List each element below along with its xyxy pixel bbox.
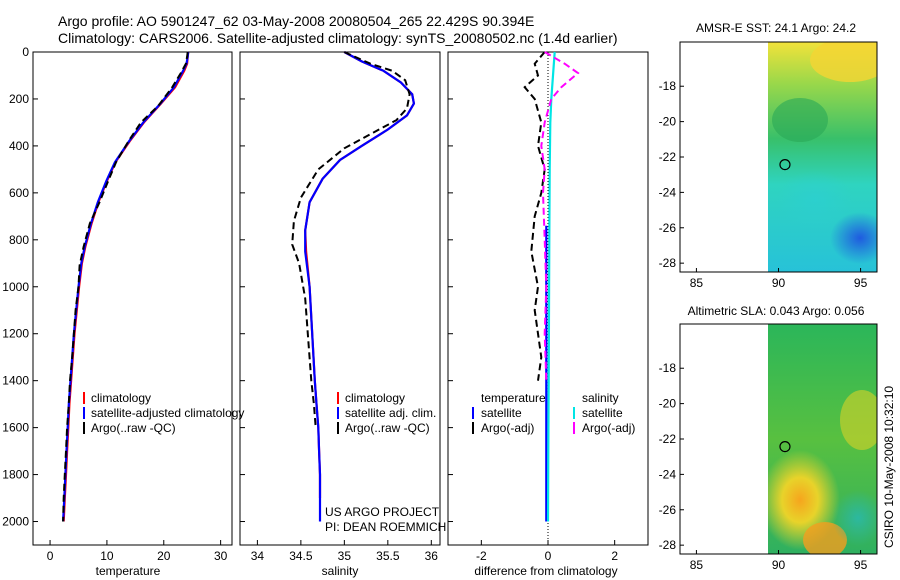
map-x-tick-label: 95 [854, 558, 868, 572]
y-tick-label: 400 [9, 139, 29, 153]
temperature-xlabel: temperature [96, 564, 161, 578]
difference-legend: temperature satellite Argo(-adj) salinit… [472, 391, 635, 435]
map-y-tick-label: -26 [659, 221, 677, 235]
x-tick-label: 0 [47, 549, 54, 563]
legend-label-climatology: climatology [91, 391, 151, 405]
x-tick-label: 35 [338, 549, 352, 563]
legend-heading-salinity: salinity [582, 391, 619, 405]
sst-map-image [768, 42, 877, 272]
y-tick-label: 600 [9, 186, 29, 200]
series-temperature-argo-adj-line [523, 51, 546, 381]
legend-label-satellite: satellite-adjusted climatology [91, 406, 244, 420]
x-tick-label: 36 [425, 549, 439, 563]
sla-map-title: Altimetric SLA: 0.043 Argo: 0.056 [688, 304, 865, 318]
temperature-legend: climatology satellite-adjusted climatolo… [83, 391, 244, 435]
map-y-tick-label: -24 [659, 467, 677, 481]
profile-location-marker [779, 158, 791, 171]
sla-map-image [768, 324, 877, 554]
legend-label-climatology: climatology [345, 391, 405, 405]
figure-title-line1: Argo profile: AO 5901247_62 03-May-2008 … [58, 13, 534, 29]
salinity-legend: climatology satellite adj. clim. Argo(..… [325, 391, 446, 534]
side-timestamp: CSIRO 10-May-2008 10:32:10 [882, 386, 896, 548]
legend-label-argo: Argo(..raw -QC) [345, 421, 430, 435]
difference-plot: -2 0 2 [476, 51, 618, 563]
x-tick-label: 34 [251, 549, 265, 563]
map-y-tick-label: -20 [659, 115, 677, 129]
x-tick-label: 0 [545, 549, 552, 563]
salinity-axes [239, 51, 441, 546]
y-tick-label: 1200 [2, 327, 29, 341]
y-tick-label: 1600 [2, 421, 29, 435]
project-annotation-line1: US ARGO PROJECT [325, 505, 440, 519]
legend-label-sal-satellite: satellite [582, 406, 623, 420]
map-x-tick-label: 85 [690, 276, 704, 290]
map-x-tick-label: 85 [690, 558, 704, 572]
legend-label-argo: Argo(..raw -QC) [91, 421, 176, 435]
series-salinity-argo-adj-line [540, 51, 580, 381]
salinity-xlabel: salinity [322, 564, 359, 578]
series-argo-raw-qc-line [62, 51, 189, 522]
x-tick-label: 34.5 [289, 549, 313, 563]
profile-location-marker [779, 440, 791, 453]
map-y-tick-label: -18 [659, 361, 677, 375]
temperature-plot: 0 10 20 30 [47, 51, 228, 563]
x-tick-label: 10 [100, 549, 114, 563]
temperature-axes [32, 51, 233, 546]
map-y-tick-label: -18 [659, 79, 677, 93]
y-tick-label: 1800 [2, 468, 29, 482]
map-x-tick-label: 95 [854, 276, 868, 290]
map-y-tick-label: -22 [659, 150, 677, 164]
depth-axis: 0 200 400 600 800 1000 1200 1400 1600 1800 2000 [2, 45, 453, 529]
x-tick-label: 35.5 [376, 549, 400, 563]
sla-map-ticks: -18 -20 -22 -24 -26 -28 85 90 95 [659, 361, 868, 572]
x-tick-label: 2 [611, 549, 618, 563]
map-y-tick-label: -20 [659, 397, 677, 411]
map-x-tick-label: 90 [772, 276, 786, 290]
map-y-tick-label: -24 [659, 185, 677, 199]
y-tick-label: 2000 [2, 515, 29, 529]
map-y-tick-label: -22 [659, 432, 677, 446]
legend-label-sal-argo: Argo(-adj) [582, 421, 635, 435]
x-tick-label: -2 [476, 549, 487, 563]
project-annotation-line2: PI: DEAN ROEMMICH [325, 520, 446, 534]
map-x-tick-label: 90 [772, 558, 786, 572]
x-tick-label: 20 [157, 549, 171, 563]
y-tick-label: 1400 [2, 374, 29, 388]
map-y-tick-label: -26 [659, 503, 677, 517]
difference-xlabel: difference from climatology [474, 564, 617, 578]
series-climatology-line [62, 51, 190, 522]
series-salinity-satellite-line [546, 51, 556, 522]
legend-label-temp-argo: Argo(-adj) [481, 421, 534, 435]
series-satellite-adj-clim-line [304, 51, 416, 522]
map-y-tick-label: -28 [659, 538, 677, 552]
x-tick-label: 30 [214, 549, 228, 563]
y-tick-label: 1000 [2, 280, 29, 294]
y-tick-label: 800 [9, 233, 29, 247]
salinity-plot: 34 34.5 35 35.5 36 [251, 51, 439, 563]
figure-title-line2: Climatology: CARS2006. Satellite-adjuste… [58, 30, 618, 46]
legend-label-satellite: satellite adj. clim. [345, 406, 436, 420]
y-tick-label: 0 [22, 45, 29, 59]
sst-map-title: AMSR-E SST: 24.1 Argo: 24.2 [696, 21, 856, 35]
legend-heading-temperature: temperature [481, 391, 546, 405]
legend-label-temp-satellite: satellite [481, 406, 522, 420]
series-argo-raw-qc-line [291, 51, 411, 428]
map-y-tick-label: -28 [659, 256, 677, 270]
y-tick-label: 200 [9, 92, 29, 106]
sst-map-ticks: -18 -20 -22 -24 -26 -28 85 90 95 [659, 79, 868, 290]
series-satellite-adjusted-climatology-line [62, 51, 190, 522]
